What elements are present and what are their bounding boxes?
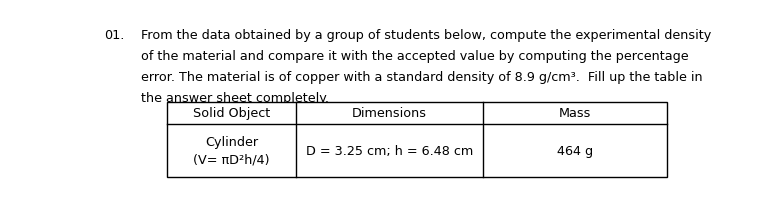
Text: the answer sheet completely.: the answer sheet completely. <box>141 92 328 105</box>
Text: 464 g: 464 g <box>557 144 593 157</box>
Text: D = 3.25 cm; h = 6.48 cm: D = 3.25 cm; h = 6.48 cm <box>306 144 473 157</box>
Text: Dimensions: Dimensions <box>352 107 427 120</box>
Text: Cylinder: Cylinder <box>205 136 258 148</box>
Bar <box>166 102 667 177</box>
Text: Solid Object: Solid Object <box>193 107 270 120</box>
Text: From the data obtained by a group of students below, compute the experimental de: From the data obtained by a group of stu… <box>141 29 711 42</box>
Text: (V= πD²h/4): (V= πD²h/4) <box>193 153 270 166</box>
Text: 01.: 01. <box>104 29 124 42</box>
Text: of the material and compare it with the accepted value by computing the percenta: of the material and compare it with the … <box>141 50 689 63</box>
Text: error. The material is of copper with a standard density of 8.9 g/cm³.  Fill up : error. The material is of copper with a … <box>141 71 703 84</box>
Text: Mass: Mass <box>559 107 591 120</box>
